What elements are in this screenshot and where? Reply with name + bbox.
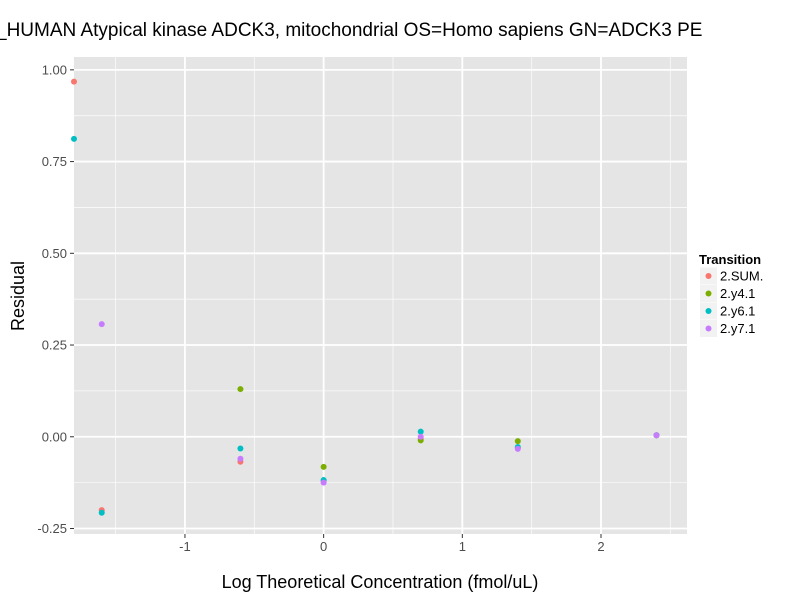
point-2-y4-1 (237, 386, 244, 393)
legend: Transition 2.SUM. 2.y4.1 2.y6.1 2.y7.1 (699, 252, 763, 337)
tick-layer: -1 0 1 2 -0.25 0.00 0.25 0.50 0.75 1.00 (37, 62, 604, 554)
grid-layer (74, 57, 687, 534)
point-2-sum (71, 78, 77, 85)
point-2-y6-1 (417, 428, 424, 435)
legend-items: 2.SUM. 2.y4.1 2.y6.1 2.y7.1 (700, 267, 763, 337)
legend-item: 2.y4.1 (700, 285, 755, 302)
legend-item: 2.y6.1 (700, 302, 755, 320)
point-2-y4-1 (320, 463, 327, 470)
legend-key-marker (705, 290, 712, 297)
points-layer (71, 78, 660, 516)
point-2-y7-1 (320, 479, 327, 486)
y-tick-label: 0.25 (42, 338, 67, 353)
y-tick-label: 0.00 (42, 429, 67, 444)
x-tick-label: -1 (179, 539, 191, 554)
x-axis-title: Log Theoretical Concentration (fmol/uL) (222, 572, 539, 592)
y-tick-label: 1.00 (42, 62, 67, 77)
legend-label: 2.y6.1 (720, 304, 755, 319)
legend-title: Transition (699, 252, 761, 267)
legend-key-marker (705, 273, 712, 279)
legend-key-marker (705, 325, 712, 332)
y-tick-label: 0.50 (42, 246, 67, 261)
y-tick-label: 0.75 (42, 154, 67, 169)
plot-panel (74, 57, 687, 534)
point-2-y7-1 (653, 432, 660, 439)
x-tick-label: 0 (320, 539, 327, 554)
point-2-y7-1 (514, 445, 521, 452)
point-2-y7-1 (417, 433, 424, 440)
point-2-y6-1 (71, 135, 77, 142)
point-2-y4-1 (514, 438, 521, 445)
point-2-y6-1 (237, 445, 244, 452)
legend-label: 2.y4.1 (720, 286, 755, 301)
y-tick-label: -0.25 (37, 521, 67, 536)
legend-item: 2.y7.1 (700, 320, 755, 337)
x-tick-label: 1 (459, 539, 466, 554)
legend-key-marker (705, 308, 712, 314)
legend-label: 2.y7.1 (720, 321, 755, 336)
legend-item: 2.SUM. (700, 267, 763, 285)
point-2-y7-1 (98, 321, 105, 328)
chart-title: _HUMAN Atypical kinase ADCK3, mitochondr… (0, 20, 702, 41)
y-axis-title: Residual (8, 261, 28, 331)
point-2-y6-1 (98, 509, 105, 516)
point-2-y7-1 (237, 455, 244, 462)
legend-label: 2.SUM. (720, 269, 763, 284)
x-tick-label: 2 (597, 539, 604, 554)
